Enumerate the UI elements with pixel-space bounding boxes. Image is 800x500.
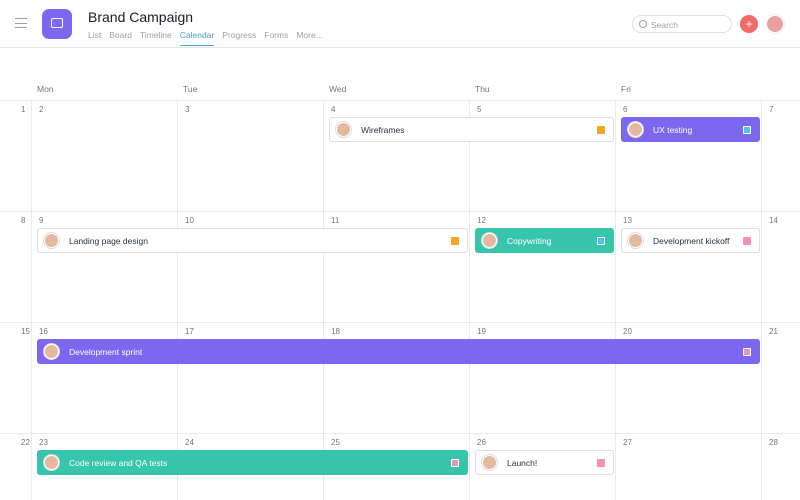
event-title: Copywriting [507, 235, 552, 246]
grid-line [0, 433, 800, 434]
event-code-review-and-qa-tests[interactable]: Code review and QA tests [37, 450, 468, 475]
date-number: 28 [769, 438, 778, 447]
assignee-avatar [44, 233, 59, 248]
date-number: 6 [623, 105, 628, 114]
tab-timeline[interactable]: Timeline [139, 30, 172, 40]
assignee-avatar [44, 455, 59, 470]
assignee-avatar [628, 233, 643, 248]
date-number: 3 [185, 105, 190, 114]
event-title: Wireframes [361, 124, 405, 135]
tab-calendar[interactable]: Calendar [179, 30, 215, 46]
grid-line [323, 100, 324, 500]
date-number: 16 [39, 327, 48, 336]
date-number: 13 [623, 216, 632, 225]
event-title: Landing page design [69, 235, 148, 246]
day-header-mon: Mon [37, 84, 54, 94]
assignee-avatar [44, 344, 59, 359]
top-bar: Brand Campaign List Board Timeline Calendar… [0, 0, 800, 48]
event-launch[interactable]: Launch! [475, 450, 614, 475]
date-number: 21 [769, 327, 778, 336]
project-color-tag-icon [743, 237, 751, 245]
assignee-avatar [336, 122, 351, 137]
grid-line [0, 211, 800, 212]
event-copywriting[interactable]: Copywriting [475, 228, 614, 253]
date-number: 14 [769, 216, 778, 225]
day-header-wed: Wed [329, 84, 347, 94]
tab-board[interactable]: Board [109, 30, 132, 40]
day-header-fri: Fri [621, 84, 631, 94]
assignee-avatar [482, 455, 497, 470]
event-title: Development sprint [69, 346, 143, 357]
project-color-tag-icon [597, 126, 605, 134]
hamburger-menu-icon[interactable] [15, 18, 27, 28]
grid-line [0, 100, 800, 101]
event-development-kickoff[interactable]: Development kickoff [621, 228, 760, 253]
user-avatar[interactable] [766, 15, 784, 33]
date-number: 23 [39, 438, 48, 447]
tab-forms[interactable]: Forms [264, 30, 289, 40]
date-number: 1 [21, 105, 26, 114]
date-number: 25 [331, 438, 340, 447]
tab-progress[interactable]: Progress [222, 30, 257, 40]
add-button[interactable]: + [740, 15, 758, 33]
event-development-sprint[interactable]: Development sprint [37, 339, 760, 364]
date-number: 18 [331, 327, 340, 336]
date-number: 12 [477, 216, 486, 225]
date-number: 9 [39, 216, 44, 225]
date-number: 15 [21, 327, 30, 336]
date-number: 22 [21, 438, 30, 447]
date-number: 10 [185, 216, 194, 225]
assignee-avatar [628, 122, 643, 137]
date-number: 4 [331, 105, 336, 114]
date-number: 19 [477, 327, 486, 336]
date-number: 5 [477, 105, 482, 114]
assignee-avatar [482, 233, 497, 248]
grid-line [177, 100, 178, 500]
event-title: UX testing [653, 124, 693, 135]
project-title: Brand Campaign [88, 9, 194, 25]
project-color-tag-icon [743, 126, 751, 134]
day-header-tue: Tue [183, 84, 198, 94]
event-title: Code review and QA tests [69, 457, 168, 468]
date-number: 11 [331, 216, 340, 225]
event-ux-testing[interactable]: UX testing [621, 117, 760, 142]
project-color-tag-icon [743, 348, 751, 356]
date-number: 7 [769, 105, 774, 114]
project-logo [42, 9, 72, 39]
day-header-thu: Thu [475, 84, 490, 94]
calendar-list-icon [51, 18, 63, 28]
grid-line [469, 100, 470, 500]
tab-list[interactable]: List [88, 30, 102, 40]
grid-line [31, 100, 32, 500]
project-color-tag-icon [451, 237, 459, 245]
event-title: Launch! [507, 457, 538, 468]
date-number: 2 [39, 105, 44, 114]
search-input[interactable]: Search [632, 15, 732, 33]
event-wireframes[interactable]: Wireframes [329, 117, 614, 142]
project-color-tag-icon [597, 237, 605, 245]
date-number: 26 [477, 438, 486, 447]
date-number: 17 [185, 327, 194, 336]
project-color-tag-icon [597, 459, 605, 467]
grid-line [0, 322, 800, 323]
date-number: 20 [623, 327, 632, 336]
grid-line [615, 100, 616, 500]
grid-line [761, 100, 762, 500]
view-tabs: List Board Timeline Calendar Progress Forms Mo… [88, 30, 323, 46]
date-number: 27 [623, 438, 632, 447]
project-color-tag-icon [451, 459, 459, 467]
event-landing-page-design[interactable]: Landing page design [37, 228, 468, 253]
event-title: Development kickoff [653, 235, 730, 246]
date-number: 8 [21, 216, 26, 225]
date-number: 24 [185, 438, 194, 447]
tab-more[interactable]: More... [296, 30, 323, 40]
